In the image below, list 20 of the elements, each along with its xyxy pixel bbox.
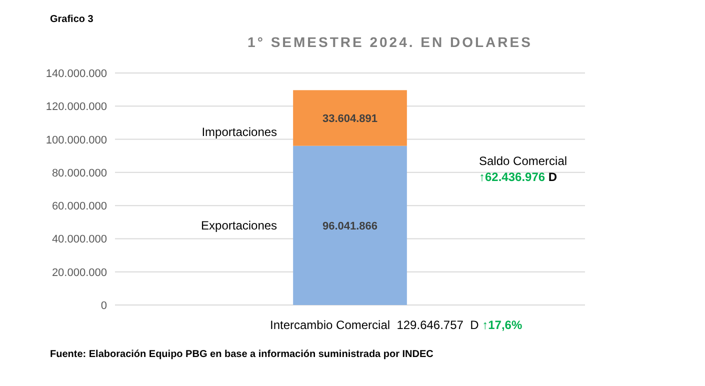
y-tick-label: 20.000.000: [52, 266, 107, 279]
series-label: Exportaciones: [201, 218, 278, 232]
text: ↑17,6%: [478, 318, 522, 332]
y-tick-label: 0: [100, 300, 107, 312]
text: Intercambio Comercial 129.646.757 D: [270, 318, 480, 332]
y-tick-label: 120.000.000: [46, 101, 107, 114]
data-label: 96.041.866: [322, 220, 378, 232]
annotation: D: [545, 170, 558, 184]
source-note: Fuente: Elaboración Equipo PBG en base a información suministrada por INDEC: [50, 349, 434, 360]
y-tick-label: 100.000.000: [46, 134, 107, 146]
y-tick-label: 80.000.000: [52, 167, 107, 180]
series-label: Importaciones: [202, 125, 278, 139]
chart-title: 1° SEMESTRE 2024. EN DOLARES: [248, 34, 532, 50]
text: Grafico 3: [50, 14, 94, 25]
data-label: 33.604.891: [322, 113, 378, 125]
y-tick-label: 40.000.000: [52, 234, 107, 246]
y-tick-label: 140.000.000: [46, 68, 107, 80]
annotation: Saldo Comercial: [479, 154, 568, 168]
y-tick-label: 60.000.000: [52, 200, 107, 213]
annotation: ↑62.436.976: [479, 170, 546, 184]
